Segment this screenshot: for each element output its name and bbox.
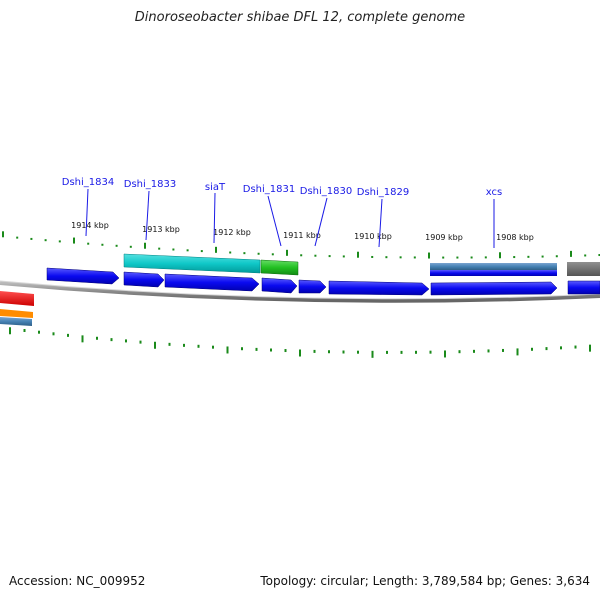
cds-arrow-dshi-1830[interactable] [298, 279, 327, 294]
gene-label-dshi-1834[interactable]: Dshi_1834 [62, 177, 114, 188]
feature-block-cyan[interactable] [123, 253, 261, 274]
map-title: Dinoroseobacter shibae DFL 12, complete … [134, 10, 466, 25]
feature-block-steel[interactable] [430, 263, 557, 270]
position-label-1914: 1914 kbp [71, 221, 109, 230]
gene-label-dshi-1830[interactable]: Dshi_1830 [300, 186, 352, 197]
cds-arrow-right-edge[interactable] [567, 280, 600, 295]
position-label-1913: 1913 kbp [142, 225, 180, 234]
gene-label-siat[interactable]: siaT [205, 182, 226, 193]
gene-label-dshi-1831[interactable]: Dshi_1831 [243, 184, 295, 195]
cds-arrow-dshi-1834[interactable] [46, 267, 120, 285]
cds-arrow-dshi-1833[interactable] [123, 271, 165, 288]
position-label-1909: 1909 kbp [425, 233, 463, 242]
rrna-block-red[interactable] [0, 291, 34, 306]
feature-block-steel-lower[interactable] [430, 270, 557, 276]
position-label-1910: 1910 kbp [354, 232, 392, 241]
cds-arrow-dshi-1829[interactable] [328, 280, 430, 296]
gene-label-pointers [85, 188, 495, 248]
cds-arrow-xcs[interactable] [430, 281, 558, 296]
feature-block-green[interactable] [260, 259, 299, 276]
outer-position-ruler [2, 231, 600, 259]
accession-text: Accession: NC_009952 [9, 574, 146, 588]
position-label-1912: 1912 kbp [213, 228, 251, 237]
genome-backbone [0, 281, 600, 303]
position-label-1908: 1908 kbp [496, 233, 534, 242]
genome-stats-text: Topology: circular; Length: 3,789,584 bp… [260, 574, 590, 588]
gene-label-dshi-1833[interactable]: Dshi_1833 [124, 179, 176, 190]
rrna-block-orange[interactable] [0, 309, 33, 318]
cds-arrow-dshi-1831[interactable] [261, 277, 298, 294]
inner-position-ruler [9, 327, 591, 358]
cds-arrow-siat[interactable] [164, 273, 260, 292]
position-label-1911: 1911 kbp [283, 231, 321, 240]
gene-label-dshi-1829[interactable]: Dshi_1829 [357, 187, 409, 198]
gene-label-xcs[interactable]: xcs [486, 187, 502, 198]
rrna-block-steel[interactable] [0, 317, 32, 326]
feature-block-gray[interactable] [567, 262, 600, 276]
